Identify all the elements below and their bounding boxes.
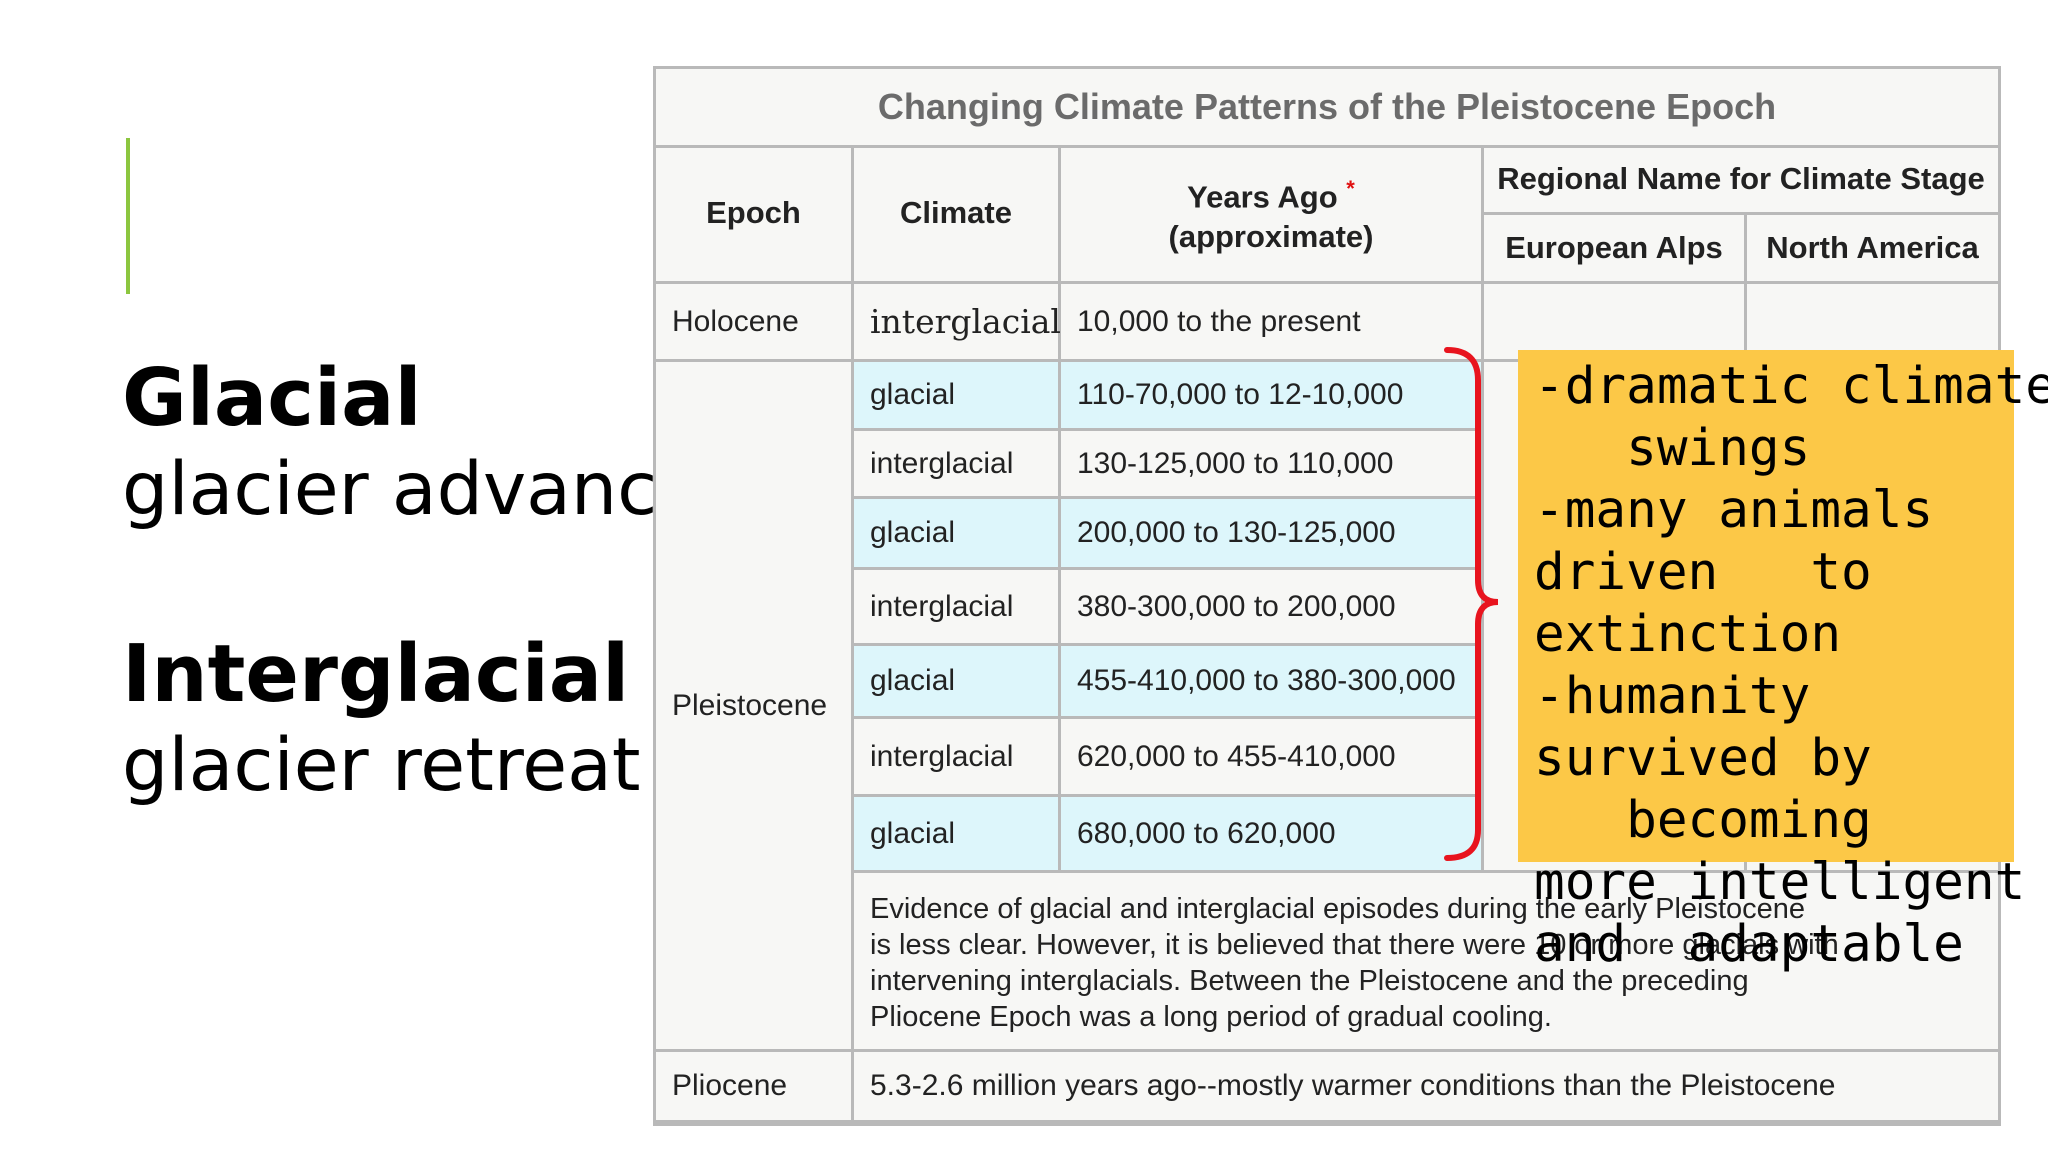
pleistocene-note: Evidence of glacial and interglacial epi… [854,873,2001,1052]
glacial-heading: Glacial [122,352,422,444]
holocene-epoch: Holocene [656,284,854,362]
pliocene-text: 5.3-2.6 million years ago--mostly warmer… [854,1052,2001,1123]
callout-line: swings [1534,419,1811,478]
table-row-years: 200,000 to 130-125,000 [1061,499,1484,570]
callout-line: survived by [1534,729,1872,788]
asterisk-icon: * [1346,175,1355,201]
header-north-america: North America [1747,215,2001,284]
callout-line: more intelligent [1534,853,2026,912]
callout-line: driven to [1534,543,1872,602]
callout-line: -many animals [1534,481,1934,540]
note-line: Pliocene Epoch was a long period of grad… [870,1001,1552,1033]
interglacial-heading: Interglacial [122,628,630,720]
table-row-climate: glacial [854,362,1061,431]
table-row-climate: glacial [854,499,1061,570]
table-title: Changing Climate Patterns of the Pleisto… [656,69,1998,148]
callout-line: -humanity [1534,667,1811,726]
table-row-climate: interglacial [854,431,1061,499]
header-years-ago: Years Ago * (approximate) [1061,145,1484,284]
pliocene-epoch: Pliocene [656,1052,854,1123]
left-text-block: Glacial glacier advance Interglacial gla… [122,352,702,812]
header-epoch: Epoch [656,145,854,284]
callout-text: -dramatic climate swings -many animals dri… [1534,356,2048,976]
header-european-alps: European Alps [1484,215,1747,284]
table-row-years: 455-410,000 to 380-300,000 [1061,646,1484,719]
interglacial-subtitle: glacier retreat [122,723,641,808]
callout-box [1518,350,2014,862]
header-years-line1: Years Ago [1187,179,1338,215]
glacial-subtitle: glacier advance [122,447,703,532]
table-row-climate: interglacial [854,570,1061,646]
accent-bar [126,138,130,294]
note-line: Evidence of glacial and interglacial epi… [870,893,1806,925]
callout-line: -dramatic climate [1534,357,2048,416]
callout-line: and adaptable [1534,915,1964,974]
header-years-line2: (approximate) [1168,219,1374,255]
table-row-years: 680,000 to 620,000 [1061,797,1484,873]
header-climate: Climate [854,145,1061,284]
table-row-years: 110-70,000 to 12-10,000 [1061,362,1484,431]
table-row-climate: glacial [854,646,1061,719]
callout-line: becoming [1534,791,1872,850]
note-line: is less clear. However, it is believed t… [870,929,1839,961]
holocene-climate: interglacial [854,284,1061,362]
table-row-climate: interglacial [854,719,1061,797]
note-line: intervening interglacials. Between the P… [870,965,1749,997]
table-row-years: 620,000 to 455-410,000 [1061,719,1484,797]
header-regional: Regional Name for Climate Stage [1484,145,2001,215]
table-row-years: 130-125,000 to 110,000 [1061,431,1484,499]
table-row-climate: glacial [854,797,1061,873]
callout-line: extinction [1534,605,1842,664]
pleistocene-epoch: Pleistocene [656,362,854,1052]
holocene-years: 10,000 to the present [1061,284,1484,362]
